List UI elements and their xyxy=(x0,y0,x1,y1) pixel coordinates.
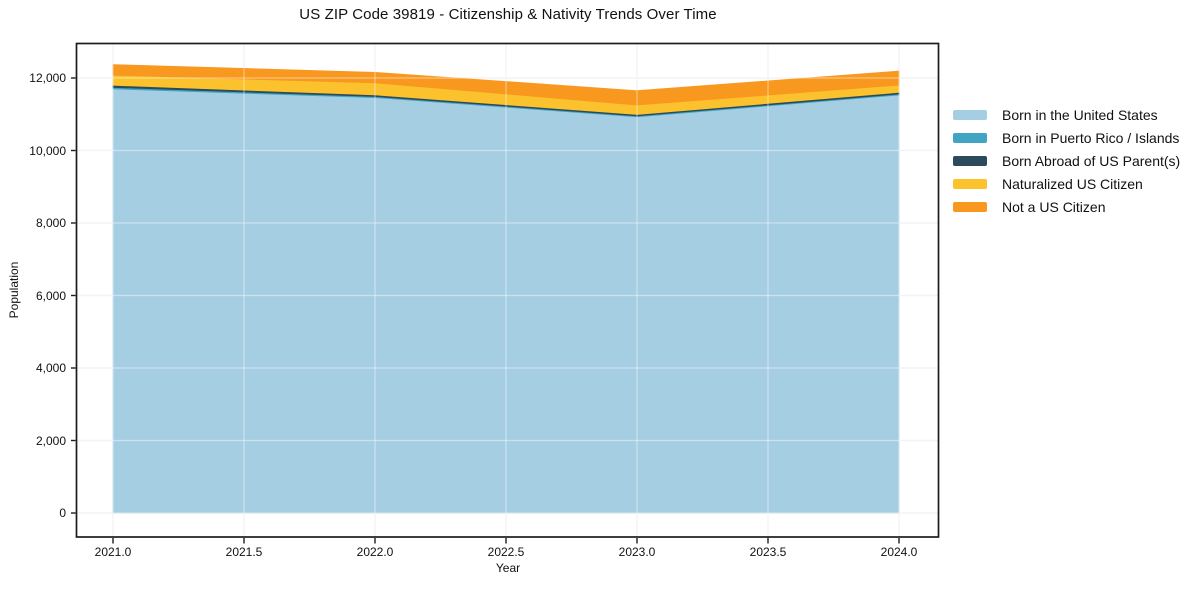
area-series-4 xyxy=(112,64,900,106)
legend-swatch-icon xyxy=(953,202,987,213)
legend-swatch-icon xyxy=(953,109,987,120)
legend-swatch-icon xyxy=(953,132,987,143)
legend-label: Born in the United States xyxy=(1002,106,1158,123)
legend-item-4: Not a US Citizen xyxy=(953,196,1180,219)
legend-item-1: Born in Puerto Rico / Islands xyxy=(953,126,1180,149)
y-tick-label: 6,000 xyxy=(35,288,66,303)
plot-border xyxy=(75,42,940,538)
x-tick-label: 2021.5 xyxy=(225,545,263,559)
x-axis-label: Year xyxy=(495,561,521,575)
legend-swatch-icon xyxy=(953,179,987,190)
chart-title: US ZIP Code 39819 - Citizenship & Nativi… xyxy=(299,6,717,23)
legend-label: Born Abroad of US Parent(s) xyxy=(1002,152,1181,169)
legend-label: Not a US Citizen xyxy=(1002,199,1106,216)
y-tick-label: 12,000 xyxy=(29,71,66,85)
legend-item-0: Born in the United States xyxy=(953,103,1180,126)
legend: Born in the United States Born in Puerto … xyxy=(953,103,1180,219)
y-tick-label: 10,000 xyxy=(29,143,66,158)
y-tick-label: 0 xyxy=(59,506,66,520)
y-tick-label: 2,000 xyxy=(35,433,66,448)
x-tick-label: 2021.0 xyxy=(94,545,132,559)
y-tick-label: 4,000 xyxy=(35,361,66,375)
x-tick-label: 2023.5 xyxy=(749,545,787,559)
x-tick-label: 2022.0 xyxy=(356,545,394,559)
x-tick-label: 2022.5 xyxy=(487,545,525,559)
x-tick-label: 2023.0 xyxy=(618,545,656,559)
y-tick-label: 8,000 xyxy=(35,216,66,230)
legend-item-3: Naturalized US Citizen xyxy=(953,173,1180,196)
x-tick-label: 2024.0 xyxy=(880,545,918,559)
legend-item-2: Born Abroad of US Parent(s) xyxy=(953,149,1180,172)
legend-swatch-icon xyxy=(953,155,987,166)
legend-label: Naturalized US Citizen xyxy=(1002,176,1143,193)
legend-label: Born in Puerto Rico / Islands xyxy=(1002,129,1180,146)
